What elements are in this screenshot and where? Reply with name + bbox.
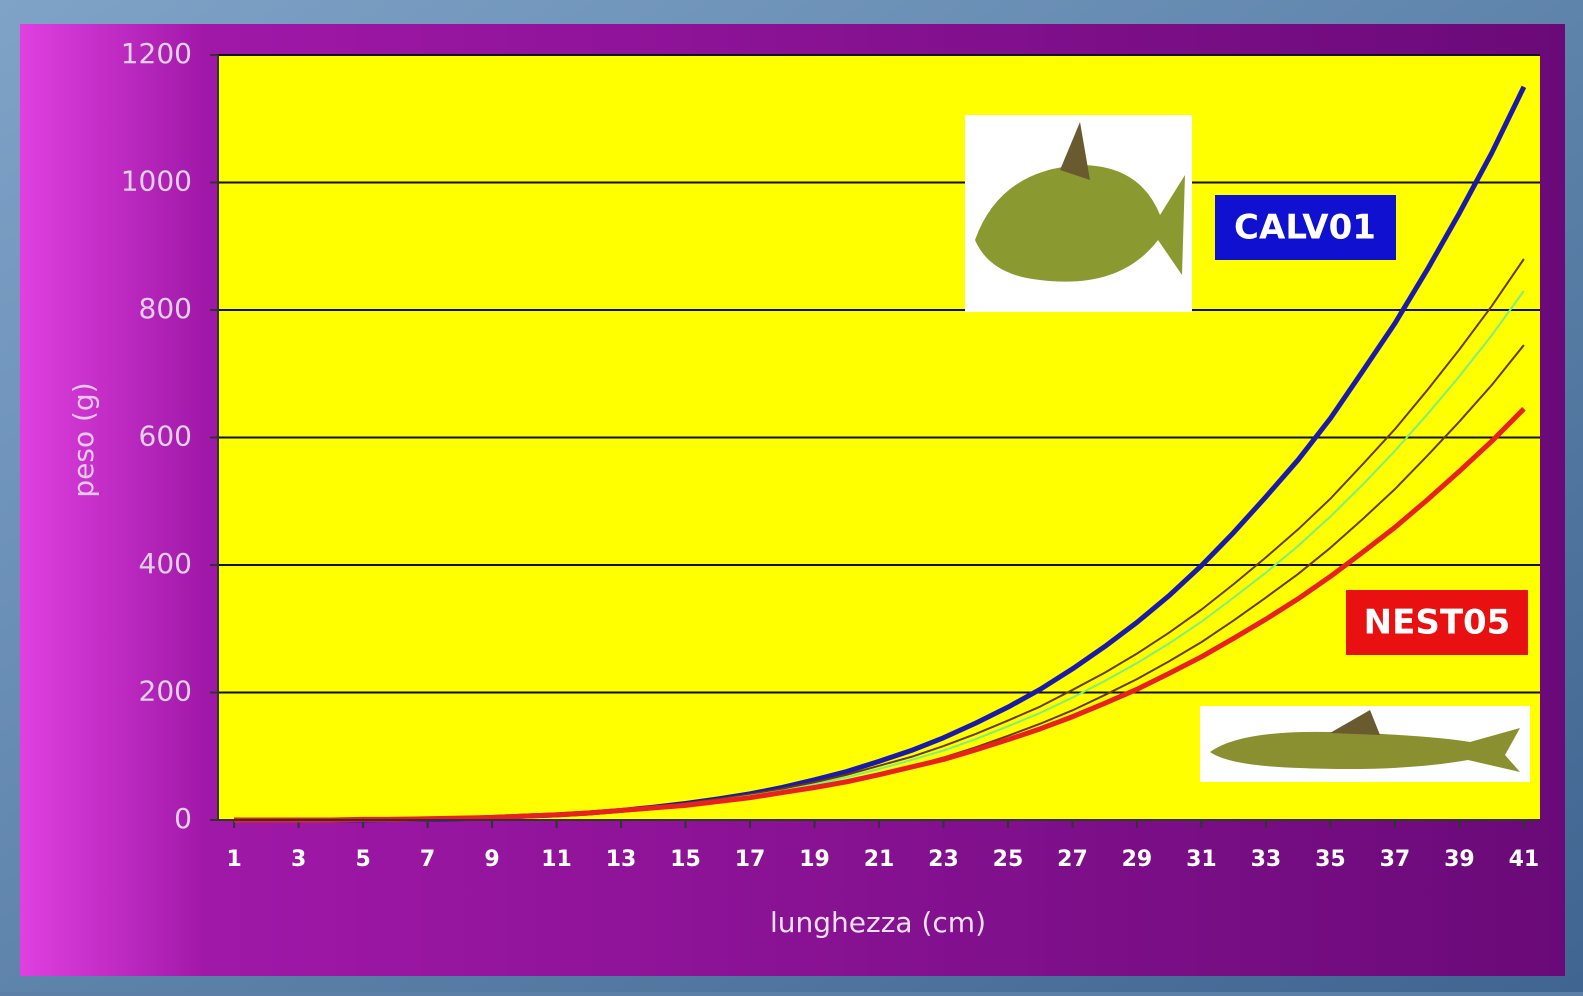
x-tick-label: 33 — [1251, 847, 1282, 872]
x-tick-label: 13 — [606, 847, 637, 872]
y-axis-title: peso (g) — [67, 382, 100, 497]
x-tick-label: 19 — [799, 847, 830, 872]
fish-image-bottom — [1200, 706, 1530, 782]
series-label: CALV01 — [1234, 208, 1376, 248]
x-tick-label: 17 — [735, 847, 766, 872]
y-tick-label: 1000 — [121, 165, 192, 198]
y-tick-label: 0 — [174, 802, 192, 835]
x-tick-label: 35 — [1315, 847, 1346, 872]
x-tick-label: 37 — [1380, 847, 1411, 872]
x-tick-label: 23 — [928, 847, 959, 872]
x-tick-label: 21 — [864, 847, 895, 872]
y-tick-label: 400 — [139, 547, 192, 580]
x-tick-label: 27 — [1057, 847, 1088, 872]
x-tick-label: 29 — [1122, 847, 1153, 872]
y-tick-label: 800 — [139, 292, 192, 325]
x-tick-label: 7 — [420, 847, 435, 872]
x-tick-label: 15 — [670, 847, 701, 872]
x-axis-title: lunghezza (cm) — [770, 906, 986, 939]
y-tick-label: 1200 — [121, 37, 192, 70]
x-tick-label: 1 — [226, 847, 241, 872]
fish-image-top — [965, 115, 1192, 312]
y-tick-label: 200 — [139, 675, 192, 708]
x-tick-label: 3 — [291, 847, 306, 872]
x-tick-label: 5 — [355, 847, 370, 872]
x-tick-label: 11 — [541, 847, 572, 872]
x-tick-label: 31 — [1186, 847, 1217, 872]
x-tick-label: 9 — [484, 847, 499, 872]
series-label: NEST05 — [1364, 603, 1511, 643]
x-tick-label: 25 — [993, 847, 1024, 872]
x-tick-label: 39 — [1444, 847, 1475, 872]
y-tick-label: 600 — [139, 420, 192, 453]
chart: peso (g) lunghezza (cm) CALV01 NEST05 0 2… — [0, 0, 1583, 992]
x-tick-label: 41 — [1509, 847, 1540, 872]
